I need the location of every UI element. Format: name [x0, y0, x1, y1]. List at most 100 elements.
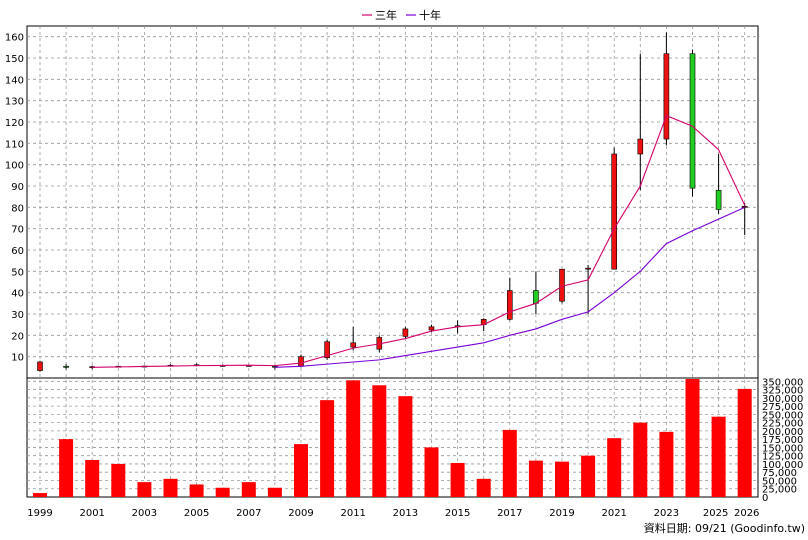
price-tick-label: 40 — [11, 289, 24, 300]
price-tick-label: 130 — [5, 97, 24, 108]
volume-bar — [111, 463, 126, 497]
x-tick-label: 2013 — [393, 508, 418, 519]
price-tick-label: 60 — [11, 246, 24, 257]
x-tick-label: 2015 — [445, 508, 470, 519]
ma-3y-line — [92, 114, 746, 368]
candle-body — [37, 361, 43, 371]
volume-bar — [502, 429, 517, 497]
candle-body — [63, 365, 69, 368]
volume-tick-label: 175,000 — [762, 435, 803, 446]
volume-bar — [476, 478, 491, 497]
candle-body — [533, 290, 539, 304]
legend-10y-label: 十年 — [419, 8, 441, 22]
volume-bar — [137, 482, 152, 497]
volume-plot-frame — [26, 377, 759, 498]
x-tick-label: 2017 — [497, 508, 522, 519]
volume-bar — [241, 482, 256, 497]
price-tick-label: 20 — [11, 331, 24, 342]
x-tick-label: 1999 — [27, 508, 52, 519]
price-tick-label: 160 — [5, 33, 24, 44]
x-tick-label: 2023 — [654, 508, 679, 519]
price-tick-label: 10 — [11, 353, 24, 364]
source-label: 資料日期: 09/21 (Goodinfo.tw) — [644, 521, 805, 535]
x-tick-label: 2009 — [288, 508, 313, 519]
x-tick-label: 2025 — [703, 508, 728, 519]
volume-bar — [33, 493, 47, 497]
volume-bar — [685, 378, 700, 497]
legend-3y-label: 三年 — [375, 8, 397, 22]
candle-body — [663, 53, 670, 140]
x-tick-label: 2001 — [79, 508, 104, 519]
volume-bars — [33, 378, 752, 497]
candle-body — [637, 138, 644, 155]
volume-bar — [398, 396, 413, 497]
candle-body — [611, 153, 618, 270]
candle-body — [585, 267, 591, 270]
candle-body — [324, 341, 330, 359]
candlesticks — [37, 32, 748, 372]
x-tick-label: 2026 — [734, 508, 759, 519]
volume-bar — [320, 400, 335, 497]
price-axis: 10 20 30 40 50 60 70 80 90 100 110 120 130 140 150 160 — [5, 33, 24, 364]
volume-axis: 025,00050,00075,000100,000125,000150,000… — [762, 377, 803, 504]
x-tick-label: 2019 — [549, 508, 574, 519]
volume-bar — [555, 461, 569, 497]
volume-bar — [189, 484, 204, 497]
legend: 三年 十年 — [362, 8, 441, 22]
volume-bar — [737, 388, 752, 497]
volume-bar — [85, 459, 100, 497]
x-tick-label: 2021 — [601, 508, 626, 519]
candle-body — [689, 53, 696, 189]
ma-10y-line — [274, 206, 745, 368]
price-tick-label: 140 — [5, 75, 24, 86]
volume-bar — [215, 487, 230, 497]
volume-bar — [581, 455, 596, 497]
volume-bar — [372, 385, 387, 497]
candle-body — [559, 268, 565, 302]
volume-bar — [346, 380, 361, 497]
volume-tick-label: 150,000 — [762, 443, 803, 454]
candle-body — [715, 189, 722, 210]
price-tick-label: 30 — [11, 310, 24, 321]
x-tick-label: 2005 — [184, 508, 209, 519]
volume-bar — [607, 438, 622, 497]
price-tick-label: 90 — [11, 182, 24, 193]
volume-tick-label: 25,000 — [762, 485, 797, 496]
price-tick-label: 120 — [5, 118, 24, 129]
volume-tick-label: 350,000 — [762, 377, 803, 388]
volume-bar — [163, 478, 178, 497]
volume-bar — [528, 460, 543, 497]
candle-body — [402, 328, 409, 337]
x-tick-label: 2003 — [132, 508, 157, 519]
volume-tick-label: 250,000 — [762, 410, 803, 421]
volume-tick-label: 275,000 — [762, 402, 803, 413]
candle-body — [428, 326, 435, 331]
price-plot-frame — [26, 25, 759, 379]
volume-bar — [711, 416, 726, 497]
price-tick-label: 110 — [5, 139, 24, 150]
volume-bar — [424, 447, 439, 497]
volume-tick-label: 50,000 — [762, 476, 797, 487]
volume-tick-label: 300,000 — [762, 394, 803, 405]
volume-tick-label: 125,000 — [762, 452, 803, 463]
volume-tick-label: 325,000 — [762, 386, 803, 397]
moving-averages — [92, 114, 746, 368]
volume-tick-label: 0 — [762, 493, 768, 504]
volume-tick-label: 225,000 — [762, 419, 803, 430]
volume-bar — [267, 487, 282, 497]
candle-body — [298, 356, 304, 367]
price-tick-label: 50 — [11, 267, 24, 278]
volume-bar — [633, 422, 648, 497]
candle-body — [350, 342, 357, 348]
volume-tick-label: 75,000 — [762, 468, 797, 479]
price-tick-label: 80 — [11, 203, 24, 214]
x-axis: 1999 2001 2003 2005 2007 2009 2011 2013 2015 2017… — [27, 508, 759, 519]
volume-tick-label: 100,000 — [762, 460, 803, 471]
candle-body — [741, 205, 748, 208]
volume-bar — [59, 439, 74, 497]
x-tick-label: 2007 — [236, 508, 261, 519]
volume-bar — [659, 431, 674, 497]
gridlines — [27, 26, 758, 497]
price-tick-label: 70 — [11, 225, 24, 236]
